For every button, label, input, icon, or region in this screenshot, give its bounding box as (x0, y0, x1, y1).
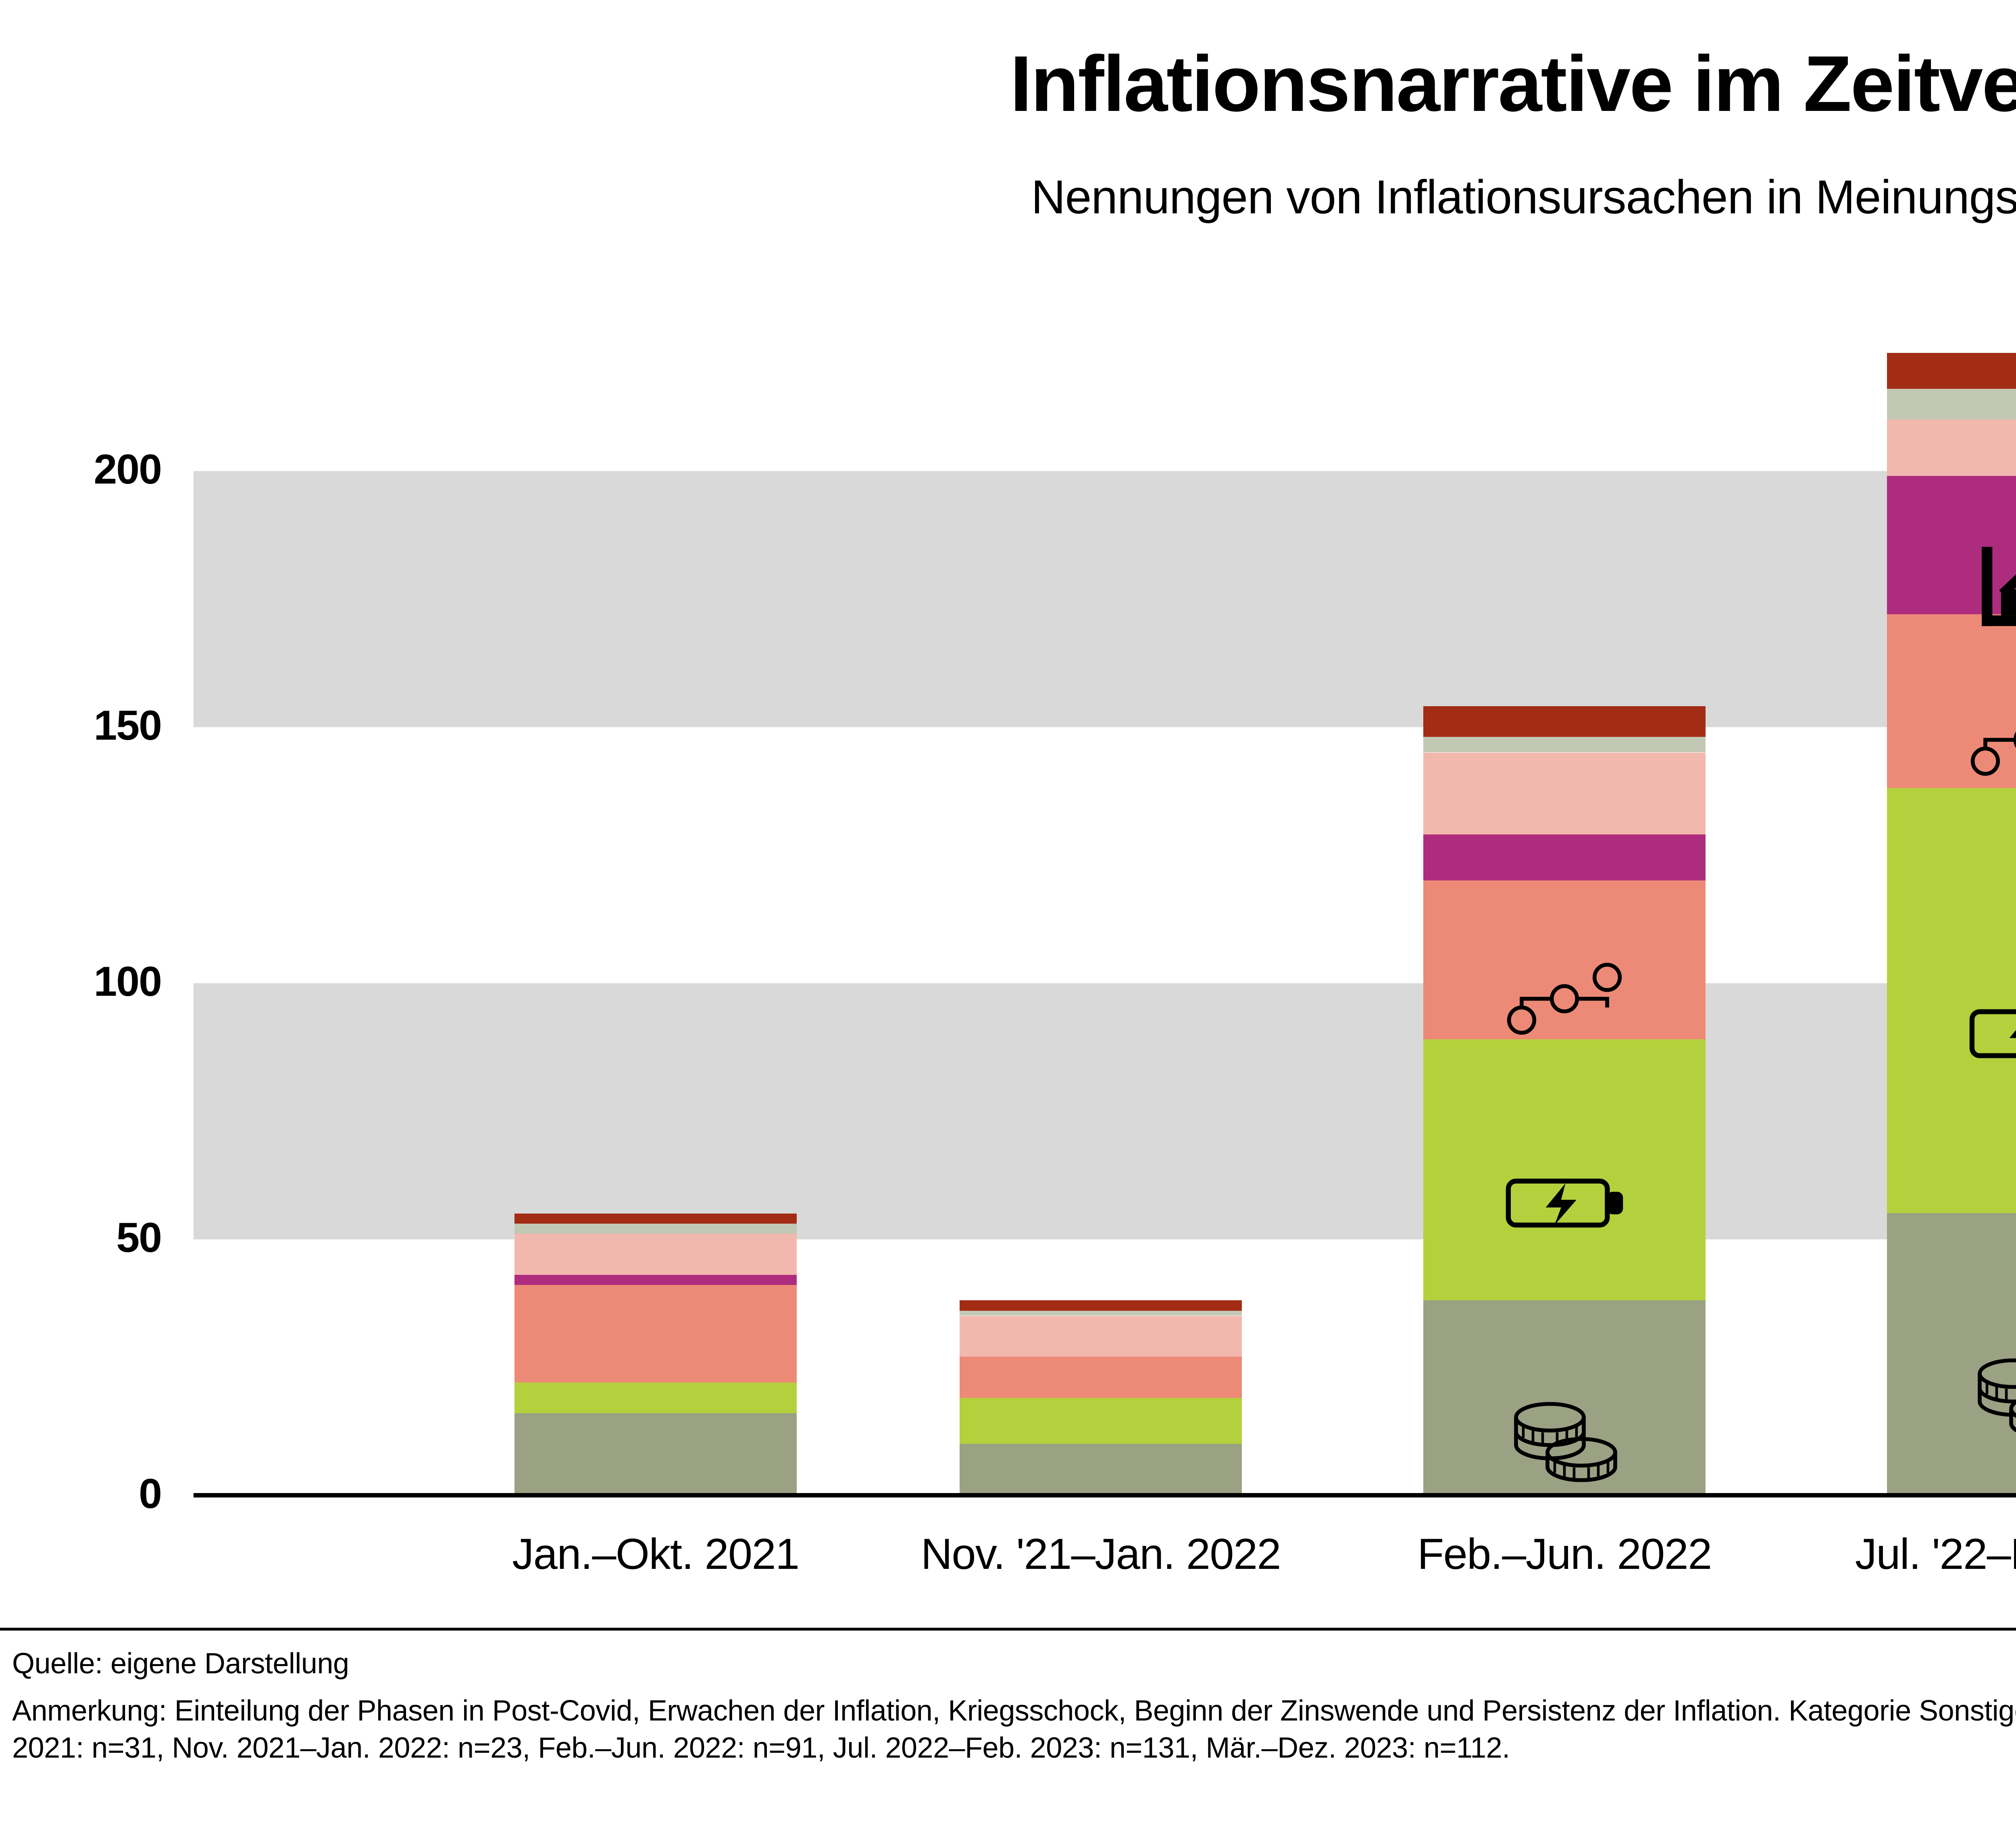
source-text: Quelle: eigene Darstellung (12, 1648, 349, 1680)
bar-segment-covid-lieferkette[interactable] (1423, 880, 1706, 1039)
stacked-bar[interactable] (514, 1213, 797, 1495)
bar-segment-covid-lieferkette[interactable] (1887, 614, 2016, 788)
bar-segment-geldmenge[interactable] (514, 1413, 797, 1495)
chart-header: Inflationsnarrative im Zeitverlauf Nennu… (0, 0, 2016, 290)
gridband-50-100 (194, 983, 2016, 1239)
footer: Quelle: eigene Darstellung Anmerkung: Ei… (12, 1645, 2016, 1766)
bar-segment-post-covid-aufschwung[interactable] (1887, 419, 2016, 476)
bar-segment-energiepolitik-und-preise[interactable] (514, 1382, 797, 1413)
bar-segment-energiepolitik-und-preise[interactable] (1423, 1039, 1706, 1301)
bar-segment-profitinflation[interactable] (514, 1274, 797, 1285)
bar-segment-wohnkosten[interactable] (514, 1213, 797, 1224)
bar-segment-arbeitsmarkt-und-l-hne[interactable] (514, 1223, 797, 1234)
stacked-bar[interactable] (1887, 352, 2016, 1495)
y-tick-100: 100 (94, 958, 162, 1005)
bar-segment-geldmenge[interactable] (1887, 1213, 2016, 1495)
x-tick-label: Jan.–Okt. 2021 (512, 1529, 800, 1578)
plot-area (194, 444, 2016, 1508)
page-title: Inflationsnarrative im Zeitverlauf (1010, 40, 2016, 128)
bar-segment-covid-lieferkette[interactable] (514, 1285, 797, 1383)
bar-segment-profitinflation[interactable] (1887, 475, 2016, 626)
note-text: Anmerkung: Einteilung der Phasen in Post… (12, 1695, 2016, 1764)
y-tick-200: 200 (94, 446, 162, 493)
x-tick-label: Nov. '21–Jan. 2022 (921, 1529, 1281, 1578)
y-axis: 200 150 100 50 0 (0, 0, 185, 1829)
bar-segment-geldmenge[interactable] (960, 1443, 1242, 1495)
bar-segment-wohnkosten[interactable] (1887, 352, 2016, 389)
bar-segment-post-covid-aufschwung[interactable] (1423, 752, 1706, 834)
bar-segment-arbeitsmarkt-und-l-hne[interactable] (960, 1310, 1242, 1316)
y-tick-150: 150 (94, 702, 162, 749)
bar-segment-covid-lieferkette[interactable] (960, 1357, 1242, 1398)
bar-segment-energiepolitik-und-preise[interactable] (1887, 788, 2016, 1214)
bar-segment-wohnkosten[interactable] (960, 1300, 1242, 1311)
bar-segment-post-covid-aufschwung[interactable] (514, 1234, 797, 1275)
bar-segment-energiepolitik-und-preise[interactable] (960, 1397, 1242, 1444)
stacked-bar[interactable] (1423, 706, 1706, 1495)
bar-segment-profitinflation[interactable] (1423, 834, 1706, 880)
y-tick-0: 0 (139, 1470, 162, 1517)
x-axis-labels: Jan.–Okt. 2021 Nov. '21–Jan. 2022 Feb.–Jun… (0, 1529, 2016, 1609)
bar-segment-arbeitsmarkt-und-l-hne[interactable] (1423, 737, 1706, 753)
gridband-150-200 (194, 471, 2016, 727)
bar-segment-geldmenge[interactable] (1423, 1300, 1706, 1495)
y-tick-50: 50 (116, 1214, 162, 1261)
x-tick-label: Feb.–Jun. 2022 (1417, 1529, 1712, 1578)
x-tick-label: Jul. '22–Feb. 2023 (1855, 1529, 2016, 1578)
bar-segment-post-covid-aufschwung[interactable] (960, 1316, 1242, 1357)
bar-segment-wohnkosten[interactable] (1423, 706, 1706, 737)
page-subtitle: Nennungen von Inflationsursachen in Mein… (1031, 171, 2016, 224)
footer-divider (0, 1628, 2016, 1631)
bar-segment-arbeitsmarkt-und-l-hne[interactable] (1887, 388, 2016, 419)
x-axis-line (194, 1493, 2016, 1497)
stacked-bar[interactable] (960, 1300, 1242, 1495)
